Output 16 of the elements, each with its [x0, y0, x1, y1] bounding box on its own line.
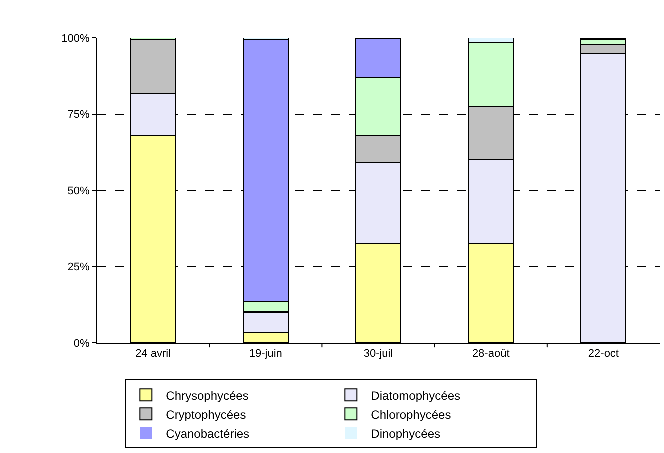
y-tick-label: 100% — [62, 32, 90, 45]
y-tick-label: 0% — [74, 338, 90, 350]
x-tick-label: 28-août — [472, 348, 510, 360]
y-tick-label: 25% — [68, 262, 90, 274]
x-tick-label: 24 avril — [136, 348, 172, 360]
y-tick-label: 50% — [68, 185, 90, 198]
legend-label: Chlorophycées — [371, 408, 452, 422]
x-tick-label: 30-juil — [364, 348, 394, 360]
x-tick-label: 19-juin — [249, 348, 282, 360]
legend-label: Chrysophycées — [166, 388, 249, 403]
legend-label: Cryptophycées — [166, 408, 246, 422]
y-tick-label: 75% — [68, 109, 90, 122]
x-tick-label: 22-oct — [588, 348, 619, 360]
legend-label: Diatomophycées — [371, 388, 461, 403]
legend-label: Dinophycées — [371, 426, 441, 441]
legend-label: Cyanobactéries — [166, 426, 250, 441]
